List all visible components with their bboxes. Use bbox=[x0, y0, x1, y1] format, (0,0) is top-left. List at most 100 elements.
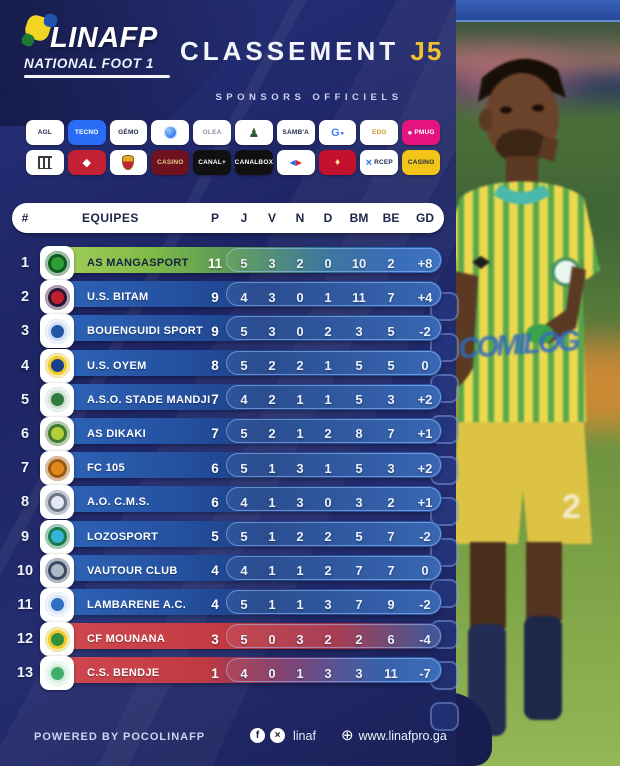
website-link: ⊕ www.linafpro.ga bbox=[341, 728, 447, 743]
points-value: 5 bbox=[211, 529, 219, 544]
points-value: 9 bbox=[211, 323, 219, 339]
goals-against-value: 2 bbox=[387, 494, 395, 510]
team-crest-chip bbox=[40, 451, 74, 486]
team-crest-chip bbox=[40, 553, 74, 588]
globe-icon bbox=[163, 126, 177, 139]
row-band bbox=[42, 383, 442, 410]
played-value: 5 bbox=[240, 597, 248, 613]
player-shorts bbox=[452, 422, 592, 544]
sponsor-pmug: PMUG bbox=[402, 120, 440, 145]
goal-diff-value: +1 bbox=[417, 494, 433, 510]
draws-value: 2 bbox=[296, 255, 304, 271]
carrefour-icon bbox=[290, 158, 302, 167]
table-row: 7 FC 105 6 5 1 3 1 5 3 +2 bbox=[12, 451, 444, 486]
wins-value: 1 bbox=[268, 529, 276, 544]
footer: POWERED BY POCOLINAFP f × linaf ⊕ www.li… bbox=[0, 728, 456, 750]
stats-pill bbox=[226, 316, 441, 341]
rank: 1 bbox=[20, 255, 30, 271]
sponsor-crest bbox=[109, 150, 148, 175]
draws-value: 1 bbox=[296, 563, 304, 579]
stats-pill bbox=[226, 248, 441, 272]
sponsor-label: SAMB'A bbox=[282, 129, 309, 136]
goals-for-value: 11 bbox=[352, 289, 366, 305]
wins-value: 1 bbox=[268, 494, 276, 510]
league-name: LINAFP bbox=[50, 22, 158, 54]
goals-against-value: 7 bbox=[387, 289, 395, 305]
draws-value: 3 bbox=[296, 631, 304, 647]
draws-value: 3 bbox=[296, 494, 304, 510]
points-value: 9 bbox=[211, 289, 219, 305]
wins-value: 2 bbox=[268, 426, 276, 442]
goal-diff-value: -4 bbox=[419, 631, 431, 647]
sponsor-canalbox: CANALBOX bbox=[234, 150, 273, 175]
sponsor-agl: AGL bbox=[26, 120, 64, 145]
sponsor-figure bbox=[234, 120, 273, 145]
crest-icon bbox=[122, 155, 135, 170]
goal-diff-value: +2 bbox=[417, 460, 433, 476]
website-url: www.linafpro.ga bbox=[358, 728, 447, 743]
player-jersey bbox=[438, 181, 600, 422]
sponsor-label: GÉMO bbox=[118, 129, 139, 136]
team-crest-icon bbox=[44, 421, 70, 447]
sponsor-label: RCEP bbox=[374, 159, 393, 166]
sponsor-casino-red: CASINO bbox=[151, 150, 190, 175]
stats-pill bbox=[226, 589, 441, 614]
rank: 5 bbox=[20, 391, 30, 408]
table-row: 9 LOZOSPORT 5 5 1 2 2 5 7 -2 bbox=[12, 519, 444, 554]
goals-against-value: 7 bbox=[387, 563, 395, 579]
goals-for-value: 2 bbox=[355, 631, 363, 647]
stats-pill bbox=[226, 658, 441, 683]
sponsor-label: OLEA bbox=[202, 129, 222, 136]
played-value: 4 bbox=[240, 563, 248, 579]
row-band bbox=[42, 486, 442, 513]
goals-against-value: 3 bbox=[387, 392, 395, 408]
team-crest-icon bbox=[44, 626, 70, 652]
team-name: BOUENGUIDI SPORT bbox=[87, 325, 204, 338]
team-crest-chip bbox=[40, 416, 74, 451]
goal-diff-value: +1 bbox=[417, 426, 433, 442]
sponsor-label: CASINO bbox=[407, 159, 435, 166]
points-value: 7 bbox=[211, 392, 219, 408]
losses-value: 1 bbox=[324, 460, 332, 476]
wins-value: 3 bbox=[268, 255, 276, 271]
sponsor-casino-yellow: CASINO bbox=[402, 150, 440, 175]
goals-for-value: 5 bbox=[355, 460, 363, 476]
goals-for-value: 10 bbox=[351, 255, 367, 271]
goals-against-value: 5 bbox=[387, 358, 395, 374]
losses-value: 1 bbox=[324, 289, 332, 305]
x-twitter-icon: × bbox=[270, 728, 285, 743]
losses-value: 2 bbox=[324, 631, 332, 647]
sponsor-label: PMUG bbox=[414, 129, 435, 136]
draws-value: 0 bbox=[296, 289, 304, 305]
sponsor-label: CANALBOX bbox=[234, 159, 273, 166]
sponsor-bank bbox=[26, 150, 64, 175]
rank: 3 bbox=[20, 323, 30, 340]
losses-value: 2 bbox=[324, 426, 332, 442]
col-points: P bbox=[210, 211, 219, 225]
row-band bbox=[42, 554, 442, 581]
team-name: AS DIKAKI bbox=[87, 427, 146, 440]
wins-value: 0 bbox=[268, 631, 276, 647]
played-value: 5 bbox=[240, 460, 248, 476]
held-object bbox=[526, 324, 554, 344]
team-crest-icon bbox=[44, 387, 70, 413]
played-value: 5 bbox=[240, 255, 248, 271]
draws-value: 0 bbox=[296, 323, 304, 339]
draws-value: 2 bbox=[296, 358, 304, 374]
ball-icon bbox=[20, 12, 59, 48]
rank: 9 bbox=[20, 528, 30, 545]
col-teams: EQUIPES bbox=[82, 211, 139, 225]
league-logo: LINAFP NATIONAL FOOT 1 bbox=[20, 12, 184, 78]
stats-pill bbox=[226, 521, 441, 546]
row-band bbox=[42, 315, 442, 342]
stats-pill bbox=[226, 453, 441, 478]
team-crest-icon bbox=[44, 455, 70, 481]
team-crest-chip bbox=[40, 519, 74, 554]
team-name: C.S. BENDJE bbox=[87, 667, 160, 680]
stats-pill bbox=[226, 282, 441, 307]
points-value: 8 bbox=[211, 358, 219, 374]
team-crest-chip bbox=[40, 280, 74, 315]
team-crest-chip bbox=[40, 622, 74, 657]
sponsor-label: AGL bbox=[37, 129, 53, 136]
jersey-collar bbox=[494, 184, 550, 205]
